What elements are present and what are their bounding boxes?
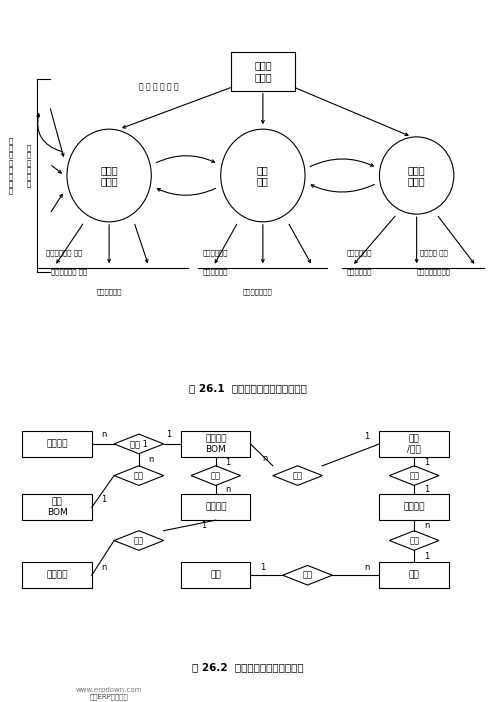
Text: 物
料
清
单
文
件: 物 料 清 单 文 件 [27, 145, 31, 187]
Text: 物 品 代 码 文 件: 物 品 代 码 文 件 [139, 82, 179, 91]
Text: 车间代码文件: 车间代码文件 [203, 249, 229, 256]
Text: 车间
数据: 车间 数据 [257, 165, 269, 186]
Text: 工种代码文件: 工种代码文件 [347, 269, 372, 275]
Text: 参照 1: 参照 1 [130, 439, 148, 449]
Text: 物料清单
BOM: 物料清单 BOM [205, 435, 227, 453]
Text: 工序
/工种: 工序 /工种 [407, 435, 421, 453]
Text: 生产系统设置文件: 生产系统设置文件 [417, 269, 451, 275]
Text: 班组: 班组 [409, 571, 420, 580]
Text: n: n [149, 455, 154, 463]
Text: 组成: 组成 [409, 536, 419, 545]
Text: 工作中心文件: 工作中心文件 [347, 249, 372, 256]
Text: 工作中心: 工作中心 [403, 503, 425, 512]
Text: 计
划
物
料
清
单
文
件: 计 划 物 料 清 单 文 件 [9, 138, 13, 194]
Text: 对应: 对应 [134, 536, 144, 545]
Text: 对应: 对应 [409, 471, 419, 480]
Text: 产品技
术数据: 产品技 术数据 [100, 165, 118, 186]
Text: 班组代码文件: 班组代码文件 [203, 269, 229, 275]
Text: 生产技
术部门: 生产技 术部门 [254, 60, 272, 82]
Text: 定额工时: 定额工时 [46, 571, 68, 580]
Text: 产品工艺路线 文件: 产品工艺路线 文件 [46, 249, 83, 256]
Text: 组成: 组成 [303, 571, 312, 580]
Text: n: n [226, 484, 231, 494]
Text: 1: 1 [424, 484, 429, 494]
Text: 计划
BOM: 计划 BOM [47, 498, 67, 517]
Text: 组成: 组成 [293, 471, 303, 480]
Text: 对应: 对应 [211, 471, 221, 480]
Text: 1: 1 [166, 430, 171, 439]
Text: 产品定额工时 文件: 产品定额工时 文件 [51, 269, 88, 275]
Text: 1: 1 [201, 521, 206, 530]
Text: 1: 1 [260, 563, 265, 572]
Text: 生产基
本数据: 生产基 本数据 [408, 165, 426, 186]
Text: 生产线代码文件: 生产线代码文件 [243, 288, 273, 295]
Text: 1: 1 [365, 432, 370, 441]
Text: 车间: 车间 [210, 571, 221, 580]
Text: 物料代码: 物料代码 [46, 439, 68, 449]
Text: 中文ERP知识门户: 中文ERP知识门户 [90, 694, 128, 700]
Text: 组成: 组成 [134, 471, 144, 480]
Text: 制造日历 文件: 制造日历 文件 [420, 249, 448, 256]
Text: n: n [102, 430, 107, 439]
Text: 图 26.2  制造标准管理实体关系图: 图 26.2 制造标准管理实体关系图 [192, 662, 304, 673]
Text: 图 26.1  制造标准管理业务数据流图: 图 26.1 制造标准管理业务数据流图 [189, 383, 307, 393]
Text: n: n [424, 521, 429, 530]
Text: 工装夹具文件: 工装夹具文件 [96, 288, 122, 295]
Text: n: n [365, 563, 370, 572]
Text: n: n [263, 453, 268, 463]
Text: 1: 1 [424, 552, 429, 562]
Text: n: n [102, 563, 107, 572]
Text: 1: 1 [424, 458, 429, 467]
Text: 1: 1 [226, 458, 231, 467]
Text: www.erpdown.com: www.erpdown.com [76, 687, 142, 693]
Text: 1: 1 [102, 495, 107, 504]
Text: 工艺路线: 工艺路线 [205, 503, 227, 512]
